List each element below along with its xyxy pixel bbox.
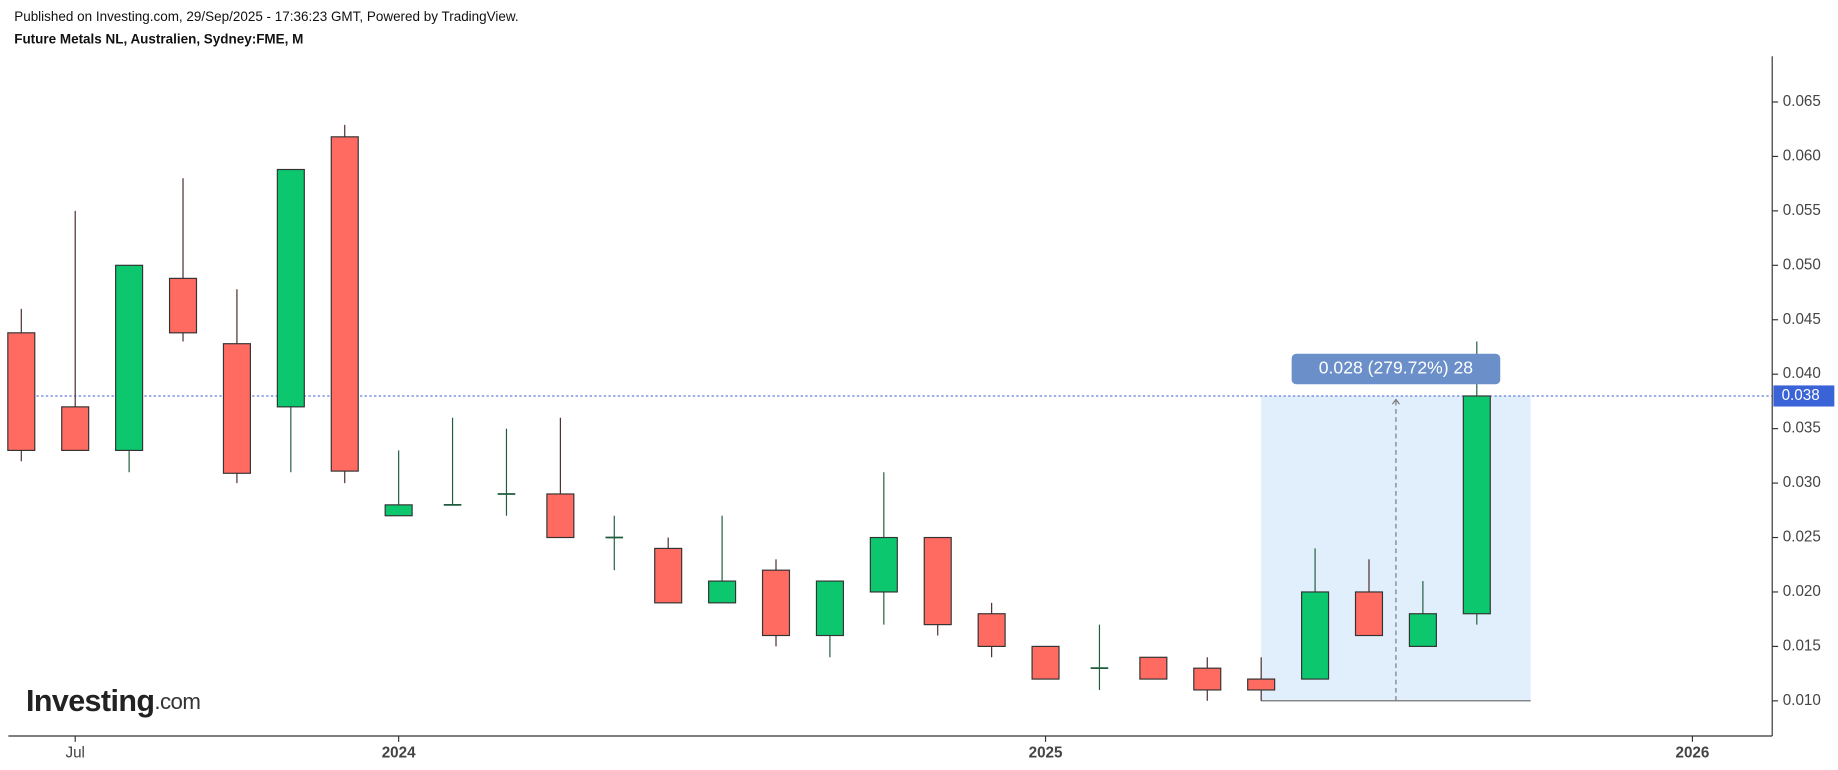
y-tick-label: 0.065 (1783, 93, 1821, 110)
measure-label-box (1291, 353, 1501, 385)
x-tick-label: 2025 (1029, 745, 1063, 762)
candle-body (923, 536, 952, 626)
y-tick-label: 0.030 (1783, 474, 1821, 491)
y-tick-label: 0.060 (1783, 147, 1821, 164)
candle-body (654, 547, 683, 604)
candle-body (1139, 656, 1168, 680)
logo: Investing.com (26, 684, 200, 718)
x-tick-label: 2024 (382, 745, 416, 762)
candle-body (61, 406, 90, 451)
candle-body (1247, 678, 1276, 691)
y-tick-label: 0.055 (1783, 202, 1821, 219)
candle-body (1193, 667, 1222, 691)
last-price-label: 0.038 (1782, 387, 1820, 404)
logo-suffix: .com (154, 689, 200, 714)
candle-body (276, 168, 305, 408)
candle-body (869, 536, 898, 593)
x-tick-label: 2026 (1675, 745, 1709, 762)
candle-body (330, 136, 359, 472)
candle-body (815, 580, 844, 637)
candle-body (384, 504, 413, 517)
y-tick-label: 0.045 (1783, 311, 1821, 328)
y-tick-label: 0.050 (1783, 256, 1821, 273)
candle-body (1354, 591, 1384, 637)
measure-arrow-head (1391, 398, 1400, 405)
candle-body (1408, 613, 1437, 647)
y-tick-label: 0.010 (1783, 692, 1821, 709)
candle-body (222, 343, 251, 474)
chart-title: Future Metals NL, Australien, Sydney:FME… (14, 31, 303, 46)
y-tick-label: 0.015 (1783, 637, 1821, 654)
candle-body (761, 569, 791, 637)
candle-body (168, 277, 198, 334)
y-tick-label: 0.040 (1783, 365, 1821, 382)
header: Published on Investing.com, 29/Sep/2025 … (14, 9, 518, 24)
candle-body (1301, 591, 1330, 680)
candle-body (115, 264, 144, 451)
measure-label: 0.028 (279.72%) 28 (1319, 358, 1473, 378)
candle-body (1462, 395, 1491, 615)
last-price-tag (1773, 385, 1835, 407)
y-tick-label: 0.025 (1783, 529, 1821, 546)
candle-body (7, 332, 36, 451)
candle-body (1031, 645, 1060, 680)
candle-body (708, 580, 737, 604)
logo-main: Investing (26, 684, 154, 718)
x-tick-label: Jul (65, 745, 84, 762)
candle-body (546, 493, 575, 539)
candle-body (977, 613, 1006, 647)
y-tick-label: 0.035 (1783, 420, 1821, 437)
y-tick-label: 0.020 (1783, 583, 1821, 600)
